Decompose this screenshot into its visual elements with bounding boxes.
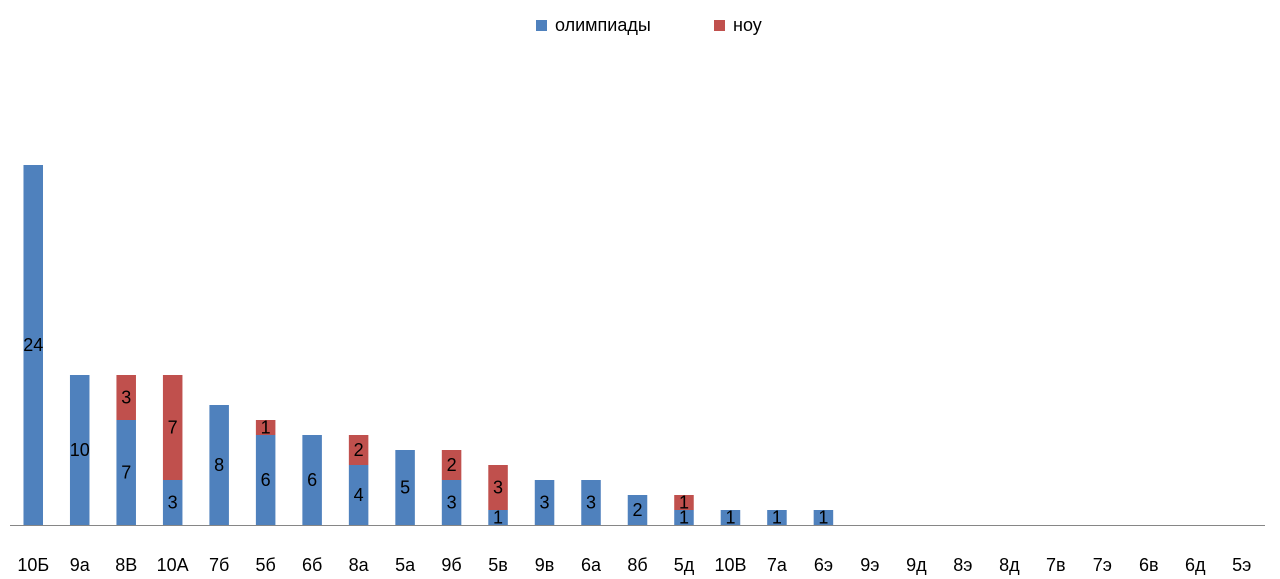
bar-ноу-5в — [488, 465, 508, 510]
x-tick-label-8д: 8д — [999, 555, 1020, 575]
data-label-ноу-9б: 2 — [447, 455, 457, 475]
data-label-олимпиады-10Б: 24 — [23, 335, 43, 355]
data-label-олимпиады-6э: 1 — [818, 508, 828, 528]
x-tick-label-10А: 10А — [157, 555, 189, 575]
bar-олимпиады-6а — [581, 480, 601, 525]
bar-олимпиады-7а — [767, 510, 787, 525]
bar-олимпиады-5а — [395, 450, 415, 525]
x-tick-label-6а: 6а — [581, 555, 602, 575]
x-tick-label-8э: 8э — [953, 555, 972, 575]
data-label-олимпиады-8б: 2 — [632, 500, 642, 520]
data-label-олимпиады-9а: 10 — [70, 440, 90, 460]
data-label-олимпиады-10В: 1 — [725, 508, 735, 528]
legend-swatch-1 — [714, 20, 725, 31]
legend-label-0: олимпиады — [555, 15, 651, 35]
data-label-олимпиады-6б: 6 — [307, 470, 317, 490]
x-tick-label-5в: 5в — [488, 555, 508, 575]
x-tick-label-9а: 9а — [70, 555, 91, 575]
data-label-олимпиады-8В: 7 — [121, 463, 131, 483]
bar-олимпиады-9б — [441, 480, 462, 525]
bar-олимпиады-6б — [302, 435, 322, 525]
x-tick-labels: 10Б 9а 8В 10А 7б 5б 6б 8а 5а 9б 5в 9в 6а 8б 5д 10В 7а 6э 9… — [17, 555, 1251, 575]
x-tick-label-7э: 7э — [1093, 555, 1112, 575]
data-label-олимпиады-9б: 3 — [447, 493, 457, 513]
x-tick-label-6б: 6б — [302, 555, 322, 575]
data-label-олимпиады-5б: 6 — [261, 470, 271, 490]
x-tick-label-5б: 5б — [255, 555, 275, 575]
x-tick-label-9д: 9д — [906, 555, 927, 575]
bar-ноу-8а — [348, 435, 369, 465]
bar-олимпиады-8б — [627, 495, 648, 525]
x-tick-label-8а: 8а — [349, 555, 370, 575]
data-label-олимпиады-5д: 1 — [679, 508, 689, 528]
bar-олимпиады-5д — [674, 510, 694, 525]
x-tick-label-5э: 5э — [1232, 555, 1251, 575]
x-tick-label-9э: 9э — [860, 555, 879, 575]
data-label-ноу-8а: 2 — [354, 440, 364, 460]
data-label-олимпиады-5в: 1 — [493, 508, 503, 528]
bar-ноу-5д — [674, 495, 694, 510]
x-tick-label-5д: 5д — [674, 555, 695, 575]
x-tick-label-8б: 8б — [627, 555, 647, 575]
bar-олимпиады-7б — [209, 405, 229, 525]
legend-label-1: ноу — [733, 15, 762, 35]
data-label-олимпиады-9в: 3 — [540, 493, 550, 513]
legend-swatch-0 — [536, 20, 547, 31]
x-tick-label-6в: 6в — [1139, 555, 1159, 575]
bar-ноу-10А — [162, 375, 183, 480]
x-tick-label-10Б: 10Б — [17, 555, 49, 575]
x-tick-label-7б: 7б — [209, 555, 229, 575]
data-label-ноу-5д: 1 — [679, 493, 689, 513]
bar-олимпиады-6э — [813, 510, 834, 525]
x-tick-label-6д: 6д — [1185, 555, 1206, 575]
bar-ноу-5б — [255, 420, 276, 435]
data-label-олимпиады-10А: 3 — [168, 493, 178, 513]
bar-олимпиады-10В — [720, 510, 741, 525]
bar-олимпиады-9а — [69, 375, 90, 525]
x-tick-label-9в: 9в — [535, 555, 555, 575]
data-label-олимпиады-8а: 4 — [354, 485, 364, 505]
bar-олимпиады-10А — [162, 480, 183, 525]
x-tick-label-5а: 5а — [395, 555, 416, 575]
bar-ноу-9б — [441, 450, 462, 480]
bar-олимпиады-8а — [348, 465, 369, 525]
bar-олимпиады-5в — [488, 510, 508, 525]
bar-ноу-8В — [116, 375, 136, 420]
x-tick-label-6э: 6э — [814, 555, 833, 575]
data-label-ноу-8В: 3 — [121, 388, 131, 408]
x-tick-label-8В: 8В — [115, 555, 137, 575]
data-label-олимпиады-7а: 1 — [772, 508, 782, 528]
data-label-ноу-10А: 7 — [168, 418, 178, 438]
data-label-олимпиады-6а: 3 — [586, 493, 596, 513]
data-label-олимпиады-7б: 8 — [214, 455, 224, 475]
x-tick-label-10В: 10В — [714, 555, 746, 575]
legend: олимпиады ноу — [536, 15, 762, 35]
x-tick-label-7а: 7а — [767, 555, 788, 575]
data-label-олимпиады-5а: 5 — [400, 478, 410, 498]
data-label-ноу-5в: 3 — [493, 478, 503, 498]
bar-олимпиады-10Б — [23, 165, 44, 525]
bar-олимпиады-5б — [255, 435, 276, 525]
bar-олимпиады-8В — [116, 420, 136, 525]
x-tick-label-9б: 9б — [441, 555, 461, 575]
data-label-ноу-5б: 1 — [261, 418, 271, 438]
x-tick-label-7в: 7в — [1046, 555, 1066, 575]
bar-олимпиады-9в — [534, 480, 555, 525]
bars — [23, 165, 834, 525]
